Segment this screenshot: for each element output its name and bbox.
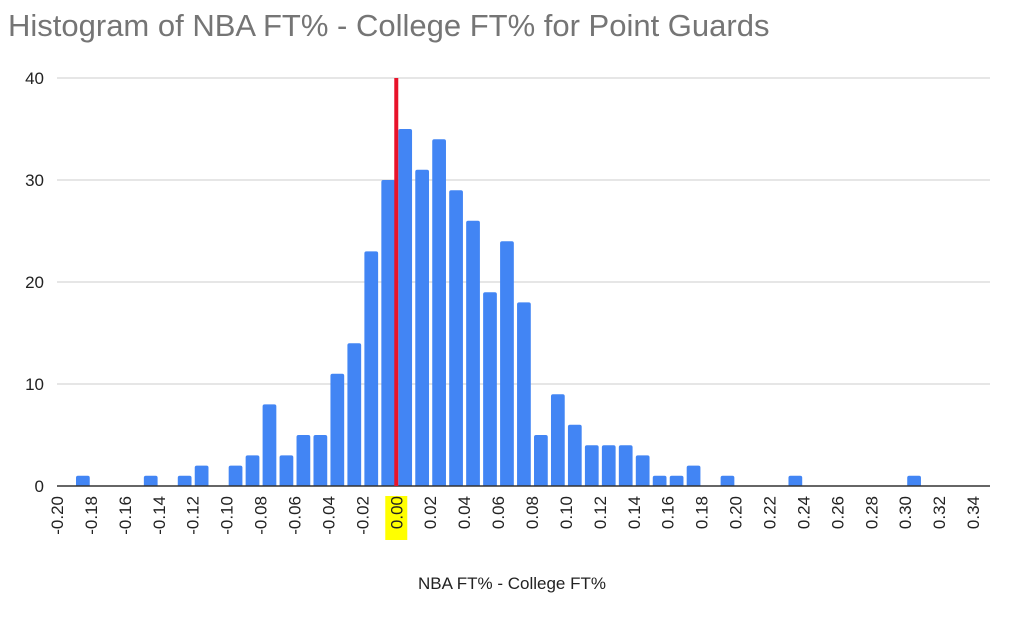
histogram-bar	[194, 465, 209, 486]
x-tick-label: 0.20	[727, 496, 746, 529]
y-tick-label: 20	[25, 273, 44, 292]
histogram-bar	[415, 169, 430, 487]
histogram-bar	[75, 475, 90, 486]
histogram-bar	[601, 445, 616, 486]
x-tick-label: 0.28	[862, 496, 881, 529]
x-tick-label: 0.02	[421, 496, 440, 529]
x-tick-label: 0.30	[896, 496, 915, 529]
histogram-bar	[466, 220, 480, 487]
histogram-bar	[550, 394, 565, 486]
x-tick-label: 0.00	[387, 496, 406, 529]
histogram-bar	[143, 475, 158, 486]
histogram-bar	[534, 435, 548, 486]
histogram-bar	[347, 343, 362, 486]
x-tick-label: 0.04	[455, 496, 474, 529]
x-tick-label: 0.26	[828, 496, 847, 529]
histogram-bar	[449, 190, 463, 486]
x-tick-label: 0.06	[489, 496, 508, 529]
y-tick-label: 0	[35, 477, 44, 496]
x-tick-label: 0.16	[659, 496, 678, 529]
x-tick-label: 0.12	[591, 496, 610, 529]
x-tick-label: -0.18	[82, 496, 101, 535]
histogram-bar	[398, 129, 413, 486]
histogram-bar	[330, 373, 345, 486]
histogram-bar	[483, 292, 497, 486]
x-tick-label: -0.04	[319, 496, 338, 535]
histogram-bar	[313, 435, 328, 486]
y-tick-label: 40	[25, 69, 44, 88]
y-tick-label: 10	[25, 375, 44, 394]
histogram-bar	[262, 404, 277, 486]
x-tick-label: -0.20	[48, 496, 67, 535]
chart-title: Histogram of NBA FT% - College FT% for P…	[8, 8, 770, 43]
x-tick-label: 0.22	[760, 496, 779, 529]
x-tick-label: -0.12	[184, 496, 203, 535]
x-tick-label: 0.32	[930, 496, 949, 529]
x-tick-label: -0.08	[252, 496, 271, 535]
x-tick-label: -0.02	[353, 496, 372, 535]
histogram-bar	[177, 475, 192, 486]
histogram-bar	[669, 475, 684, 486]
histogram-bar	[567, 424, 582, 486]
histogram-bar	[584, 445, 599, 486]
x-tick-label: -0.10	[218, 496, 237, 535]
histogram-bar	[517, 302, 531, 486]
x-tick-label: 0.14	[625, 496, 644, 529]
x-tick-label: -0.14	[150, 496, 169, 535]
histogram-bar	[296, 435, 311, 486]
histogram-bar	[635, 455, 650, 486]
histogram-bar	[228, 465, 243, 486]
y-tick-label: 30	[25, 171, 44, 190]
histogram-bar	[652, 475, 667, 486]
tick-highlight	[385, 496, 408, 540]
histogram-bar	[907, 475, 921, 486]
x-tick-label: 0.24	[794, 496, 813, 529]
histogram-bar	[432, 139, 446, 486]
histogram-bar	[788, 475, 803, 486]
histogram-bar	[686, 465, 701, 486]
histogram-bar	[364, 251, 379, 486]
histogram-bar	[720, 475, 735, 486]
histogram-bar	[500, 241, 514, 486]
x-tick-label: 0.08	[523, 496, 542, 529]
x-tick-label: -0.06	[285, 496, 304, 535]
x-tick-label: 0.18	[693, 496, 712, 529]
x-axis-title: NBA FT% - College FT%	[418, 574, 606, 593]
histogram-bar	[245, 455, 260, 486]
x-tick-label: 0.10	[557, 496, 576, 529]
x-tick-label: -0.16	[116, 496, 135, 535]
histogram-bar	[381, 180, 396, 486]
histogram-bar	[618, 445, 633, 486]
histogram-bar	[279, 455, 294, 486]
x-tick-label: 0.34	[964, 496, 983, 529]
